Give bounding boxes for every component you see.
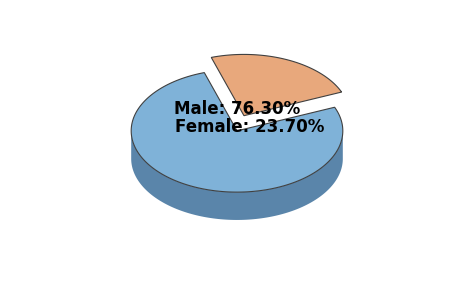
Text: Female: 23.70%: Female: 23.70%: [175, 118, 324, 136]
Polygon shape: [131, 130, 343, 220]
Text: Male: 76.30%: Male: 76.30%: [174, 100, 300, 118]
Polygon shape: [131, 73, 343, 192]
Polygon shape: [211, 55, 342, 116]
